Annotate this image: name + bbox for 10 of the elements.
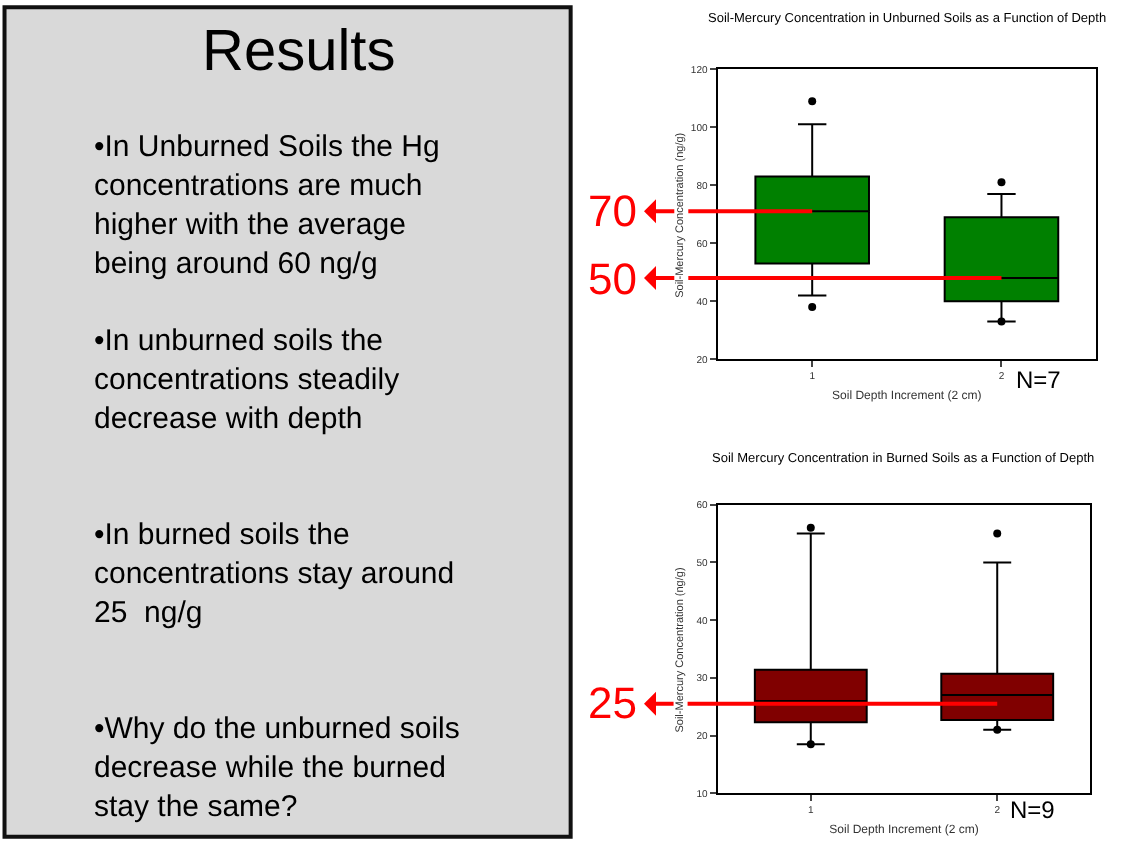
text: N=7	[1016, 366, 1062, 394]
text: •In Unburned Soils the Hg concentrations are much higher with the average being around 60 ng/g	[94, 130, 440, 281]
text: •Why do the unburned soils decrease while the burned stay the same?	[94, 712, 460, 824]
annotation: 50	[588, 254, 637, 304]
text: N=9	[1010, 796, 1056, 824]
text: •In unburned soils the concentrations steadily decrease with depth	[94, 324, 401, 436]
text: •In burned soils the concentrations stay around 25 ng/g	[94, 518, 455, 630]
annotation: 25	[588, 678, 637, 728]
text: Results	[202, 20, 396, 84]
annotation: 70	[588, 186, 637, 236]
